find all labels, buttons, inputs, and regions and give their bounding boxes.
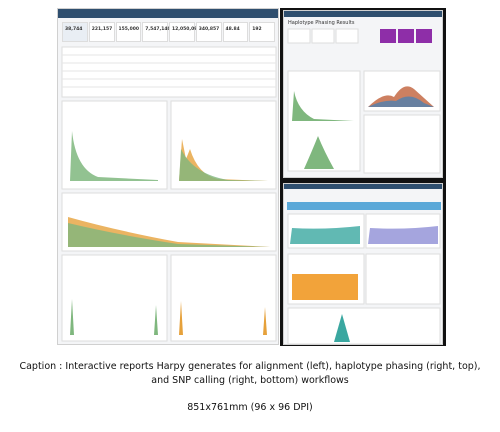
area-chart xyxy=(179,149,268,181)
report-body xyxy=(284,184,442,344)
stat-value: 38,744 xyxy=(62,22,88,42)
stat-value: 340,857 xyxy=(195,22,222,42)
stat-value: 48.84 xyxy=(222,22,249,42)
header-bar xyxy=(284,11,442,17)
header-bar xyxy=(58,9,278,18)
area-chart xyxy=(70,131,158,181)
stat-value: 155,000 xyxy=(115,22,142,42)
report-title: Haplotype Phasing Results xyxy=(288,20,355,26)
table-rows xyxy=(62,54,276,88)
report-body xyxy=(61,46,277,342)
alignment-report: 38,744 221,157 155,000 7,547,140 12,050,093 3… xyxy=(57,8,279,345)
caption-size: 851x761mm (96 x 96 DPI) xyxy=(187,402,313,413)
area-chart xyxy=(179,139,268,181)
panel xyxy=(61,254,168,342)
panel xyxy=(170,254,277,342)
stat-value: 192 xyxy=(249,22,275,42)
stat-value: 12,050,093 xyxy=(169,22,200,42)
stat-value: 7,547,140 xyxy=(142,22,171,42)
report-body xyxy=(287,28,441,174)
caption: Caption : Interactive reports Harpy gene… xyxy=(19,361,481,386)
panel xyxy=(170,100,277,190)
stat-value: 221,157 xyxy=(88,22,115,42)
area-chart xyxy=(68,223,270,247)
snp-report xyxy=(283,183,443,345)
phasing-report: Haplotype Phasing Results xyxy=(283,10,443,178)
